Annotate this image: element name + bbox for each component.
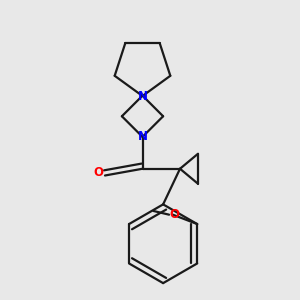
Text: N: N	[137, 89, 148, 103]
Text: O: O	[169, 208, 179, 221]
Text: O: O	[93, 166, 103, 179]
Text: N: N	[137, 130, 148, 143]
